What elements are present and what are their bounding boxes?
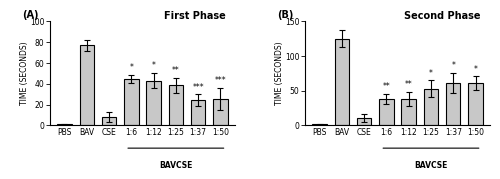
Y-axis label: TIME (SECONDS): TIME (SECONDS)	[20, 42, 28, 105]
Bar	[191, 100, 206, 125]
Text: BAVCSE: BAVCSE	[414, 161, 448, 170]
Text: ***: ***	[192, 83, 204, 92]
Bar	[402, 99, 416, 125]
Text: *: *	[429, 69, 433, 78]
Bar	[146, 81, 161, 125]
Bar	[468, 83, 483, 125]
Text: Second Phase: Second Phase	[404, 11, 481, 21]
Text: **: **	[382, 82, 390, 91]
Bar	[334, 39, 349, 125]
Bar	[102, 117, 117, 125]
Text: ***: ***	[214, 76, 226, 85]
Bar	[446, 83, 460, 125]
Text: **: **	[172, 66, 180, 76]
Text: *: *	[474, 65, 478, 74]
Bar	[57, 124, 72, 125]
Bar	[312, 124, 327, 125]
Bar	[80, 45, 94, 125]
Text: BAVCSE: BAVCSE	[159, 161, 192, 170]
Bar	[213, 99, 228, 125]
Y-axis label: TIME (SECONDS): TIME (SECONDS)	[274, 42, 283, 105]
Text: **: **	[405, 81, 412, 90]
Bar	[168, 85, 183, 125]
Text: (B): (B)	[278, 10, 294, 20]
Text: (A): (A)	[22, 10, 39, 20]
Text: First Phase: First Phase	[164, 11, 226, 21]
Bar	[124, 79, 138, 125]
Bar	[379, 99, 394, 125]
Text: *: *	[152, 61, 156, 70]
Text: *: *	[452, 61, 455, 70]
Text: *: *	[130, 63, 133, 72]
Bar	[357, 118, 372, 125]
Bar	[424, 89, 438, 125]
